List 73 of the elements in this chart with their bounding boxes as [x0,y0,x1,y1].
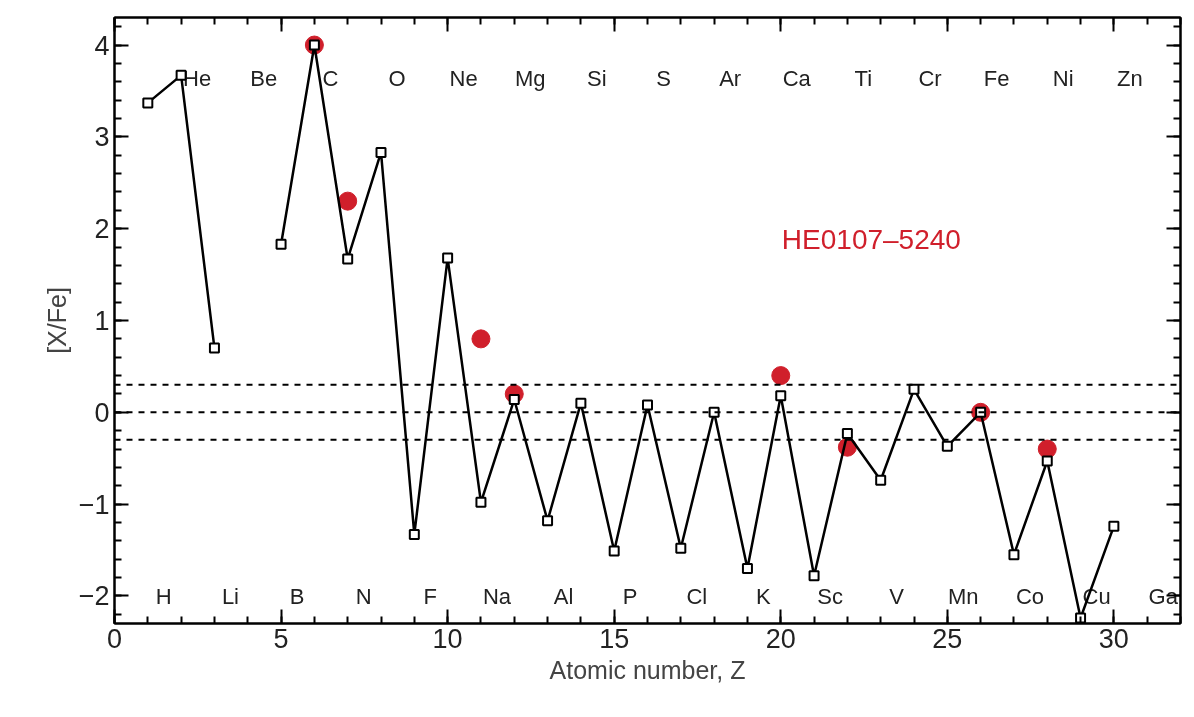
y-axis-title: [X/Fe] [42,287,71,354]
point [608,545,620,557]
point [275,238,287,250]
annotation: K [756,583,772,609]
point [542,515,554,527]
point [338,191,358,211]
annotation: V [889,583,905,609]
point [771,366,791,386]
point [208,342,220,354]
annotation: Zn [1117,65,1143,91]
annotation: Li [221,583,239,609]
annotation: Ar [719,65,742,91]
x-axis-title: Atomic number, Z [549,655,746,684]
y-tick-label: 1 [94,306,110,336]
point [1041,455,1053,467]
point [875,474,887,486]
y-tick-label: 0 [94,397,110,428]
y-tick-label: −2 [78,581,110,612]
point [142,97,154,109]
point [675,542,687,554]
point [741,562,753,574]
annotation: Fe [983,65,1010,91]
annotation: F [423,583,438,609]
annotation: H [155,583,172,609]
annotation: Ga [1148,583,1179,609]
point [708,406,720,418]
annotation: N [355,583,372,609]
point [941,440,953,452]
point [841,427,853,439]
point [375,146,387,158]
x-tick-label: 15 [599,623,630,654]
point [642,399,653,411]
annotation: Mg [514,65,546,91]
point [775,390,787,402]
text: HE0107–5240 [781,224,961,256]
annotation: C [322,65,339,91]
annotation: Ni [1052,65,1074,91]
point [808,570,820,582]
y-tick-label: 4 [94,30,110,61]
point [1108,520,1120,532]
annotation: Na [482,583,512,609]
point [442,252,454,264]
point [408,528,420,540]
point [1008,549,1020,561]
annotation: Al [553,583,574,609]
point [575,397,587,409]
annotation: Si [587,65,607,91]
annotation: B [289,583,305,609]
point [1075,612,1087,624]
annotation: S [656,65,671,91]
point [342,253,354,265]
x-tick-label: 20 [765,623,796,654]
annotation: O [388,65,406,91]
point [475,496,487,508]
annotation: Ne [449,65,478,91]
x-tick-label: 30 [1098,623,1129,654]
y-tick-label: 2 [94,214,110,245]
annotation: Mn [948,583,979,609]
x-tick-label: 25 [932,623,963,654]
x-tick-label: 10 [432,623,463,654]
annotation: P [622,583,638,609]
annotation: Cl [686,583,708,609]
y-tick-label: 3 [94,122,110,153]
annotation: Co [1015,583,1044,609]
annotation: Be [250,65,278,91]
x-tick-label: 5 [273,623,289,654]
annotation: Sc [817,583,843,609]
y-tick-label: −1 [78,489,110,520]
annotation: Cr [918,65,942,91]
annotation: Ti [854,65,873,91]
point [908,383,920,395]
point [471,329,491,349]
annotation: Ca [782,65,812,91]
